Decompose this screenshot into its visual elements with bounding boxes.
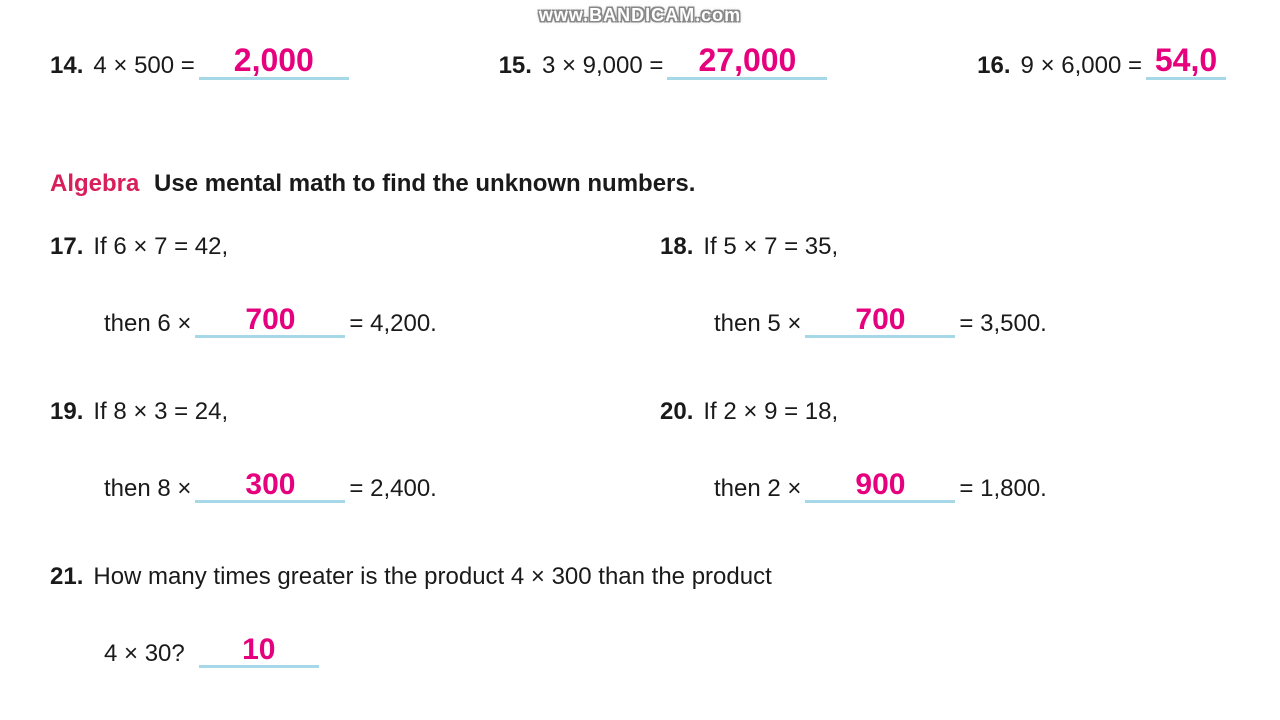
answer-blank: 10 bbox=[199, 631, 319, 668]
answer-blank: 300 bbox=[195, 466, 345, 503]
then-post: = 3,500. bbox=[959, 310, 1046, 338]
problem-expression: 3 × 9,000 = bbox=[542, 52, 663, 80]
answer-blank: 54,0 bbox=[1146, 40, 1226, 80]
section-heading: Algebra Use mental math to find the unkn… bbox=[50, 170, 1230, 198]
given-text: If 6 × 7 = 42, bbox=[93, 233, 228, 261]
q21-line1: How many times greater is the product 4 … bbox=[93, 563, 771, 591]
problem-18: 18. If 5 × 7 = 35, then 5 × 700 = 3,500. bbox=[660, 233, 1230, 338]
answer-blank: 700 bbox=[805, 301, 955, 338]
problem-expression: 9 × 6,000 = bbox=[1021, 52, 1142, 80]
answer-text: 300 bbox=[245, 468, 295, 501]
algebra-label: Algebra bbox=[50, 170, 139, 197]
algebra-grid: 17. If 6 × 7 = 42, then 6 × 700 = 4,200.… bbox=[50, 233, 1230, 503]
then-pre: then 6 × bbox=[104, 310, 191, 338]
answer-blank: 900 bbox=[805, 466, 955, 503]
given-text: If 2 × 9 = 18, bbox=[703, 398, 838, 426]
answer-blank: 2,000 bbox=[199, 40, 349, 80]
then-pre: then 5 × bbox=[714, 310, 801, 338]
problem-number: 18. bbox=[660, 233, 693, 261]
top-problems-row: 14. 4 × 500 = 2,000 15. 3 × 9,000 = 27,0… bbox=[50, 40, 1230, 80]
then-post: = 2,400. bbox=[349, 475, 436, 503]
problem-21: 21. How many times greater is the produc… bbox=[50, 563, 1230, 668]
answer-text: 27,000 bbox=[698, 42, 796, 78]
problem-16: 16. 9 × 6,000 = 54,0 bbox=[977, 40, 1230, 80]
problem-number: 16. bbox=[977, 52, 1010, 80]
then-pre: then 2 × bbox=[714, 475, 801, 503]
problem-expression: 4 × 500 = bbox=[93, 52, 194, 80]
problem-number: 20. bbox=[660, 398, 693, 426]
q21-line2-pre: 4 × 30? bbox=[104, 640, 185, 668]
answer-text: 700 bbox=[855, 303, 905, 336]
problem-number: 21. bbox=[50, 563, 83, 591]
then-post: = 1,800. bbox=[959, 475, 1046, 503]
problem-number: 17. bbox=[50, 233, 83, 261]
answer-text: 700 bbox=[245, 303, 295, 336]
problem-17: 17. If 6 × 7 = 42, then 6 × 700 = 4,200. bbox=[50, 233, 620, 338]
watermark-text: www.BANDICAM.com bbox=[539, 5, 741, 26]
answer-blank: 700 bbox=[195, 301, 345, 338]
problem-20: 20. If 2 × 9 = 18, then 2 × 900 = 1,800. bbox=[660, 398, 1230, 503]
problem-number: 19. bbox=[50, 398, 83, 426]
answer-text: 10 bbox=[242, 633, 275, 666]
answer-text: 900 bbox=[855, 468, 905, 501]
answer-blank: 27,000 bbox=[667, 40, 827, 80]
problem-14: 14. 4 × 500 = 2,000 bbox=[50, 40, 353, 80]
answer-text: 54,0 bbox=[1155, 42, 1217, 78]
problem-number: 15. bbox=[499, 52, 532, 80]
problem-number: 14. bbox=[50, 52, 83, 80]
then-post: = 4,200. bbox=[349, 310, 436, 338]
problem-15: 15. 3 × 9,000 = 27,000 bbox=[499, 40, 832, 80]
given-text: If 5 × 7 = 35, bbox=[703, 233, 838, 261]
given-text: If 8 × 3 = 24, bbox=[93, 398, 228, 426]
section-instruction: Use mental math to find the unknown numb… bbox=[154, 170, 695, 197]
problem-19: 19. If 8 × 3 = 24, then 8 × 300 = 2,400. bbox=[50, 398, 620, 503]
answer-text: 2,000 bbox=[234, 42, 314, 78]
then-pre: then 8 × bbox=[104, 475, 191, 503]
